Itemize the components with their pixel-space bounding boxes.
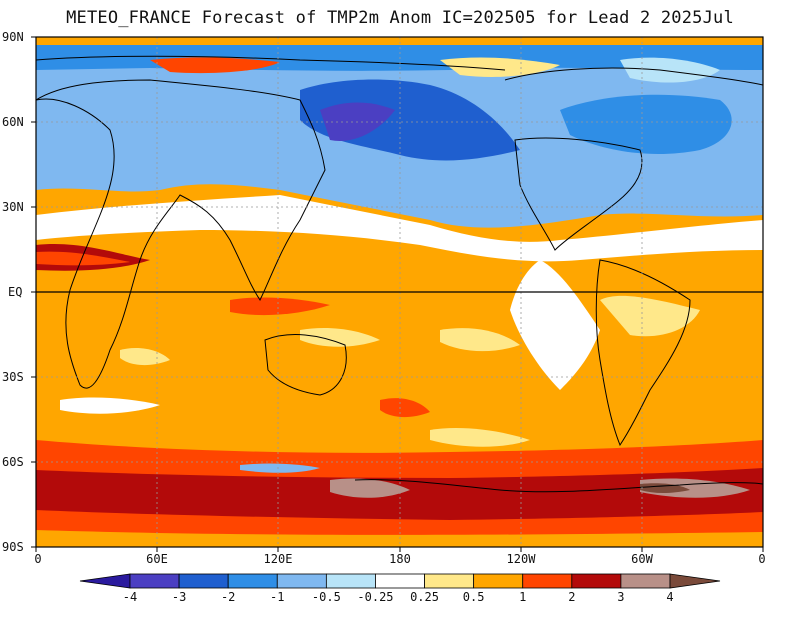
colorbar-segment — [424, 573, 475, 589]
colorbar-segment — [375, 573, 425, 589]
coastlines — [36, 55, 763, 493]
lon-label: 120E — [263, 552, 293, 566]
colorbar-segment — [276, 573, 327, 589]
colorbar-tick-label: 1 — [519, 590, 527, 604]
colorbar-tick-label: -2 — [220, 590, 236, 604]
colorbar-tick-label: 2 — [568, 590, 576, 604]
colorbar-segment — [620, 573, 671, 589]
lon-label: 180 — [389, 552, 411, 566]
colorbar-tick-label: 0.25 — [410, 590, 439, 604]
lat-label: 60N — [2, 115, 24, 129]
lon-label: 0 — [34, 552, 42, 566]
colorbar-tick-label: -4 — [122, 590, 138, 604]
lat-label: 60S — [2, 455, 24, 469]
lon-label: 120W — [506, 552, 536, 566]
colorbar-segment — [79, 573, 131, 589]
colorbar-tick-label: -0.25 — [357, 590, 394, 604]
colorbar-tick-label: 0.5 — [462, 590, 485, 604]
lat-label: 30N — [2, 200, 24, 214]
colorbar-tick-label: -1 — [270, 590, 285, 604]
lon-label: 0 — [758, 552, 766, 566]
colorbar-segment — [571, 573, 622, 589]
colorbar-segment — [227, 573, 278, 589]
colorbar-segment — [473, 573, 524, 589]
colorbar — [79, 573, 721, 589]
colorbar-segment — [325, 573, 376, 589]
colorbar-segment — [669, 573, 721, 589]
colorbar-segment — [522, 573, 573, 589]
colorbar-segment — [178, 573, 229, 589]
map-title: METEO_FRANCE Forecast of TMP2m Anom IC=2… — [66, 8, 734, 28]
axis-ticks — [31, 36, 764, 552]
colorbar-tick-label: 3 — [617, 590, 625, 604]
lon-label: 60E — [146, 552, 168, 566]
lat-label: 90S — [2, 540, 24, 554]
lon-label: 60W — [631, 552, 653, 566]
colorbar-tick-label: 4 — [666, 590, 674, 604]
lat-label: 30S — [2, 370, 24, 384]
colorbar-tick-label: -3 — [171, 590, 187, 604]
lat-label: EQ — [8, 285, 23, 299]
colorbar-segment — [129, 573, 180, 589]
colorbar-tick-label: -0.5 — [311, 590, 341, 604]
lat-label: 90N — [2, 30, 24, 44]
